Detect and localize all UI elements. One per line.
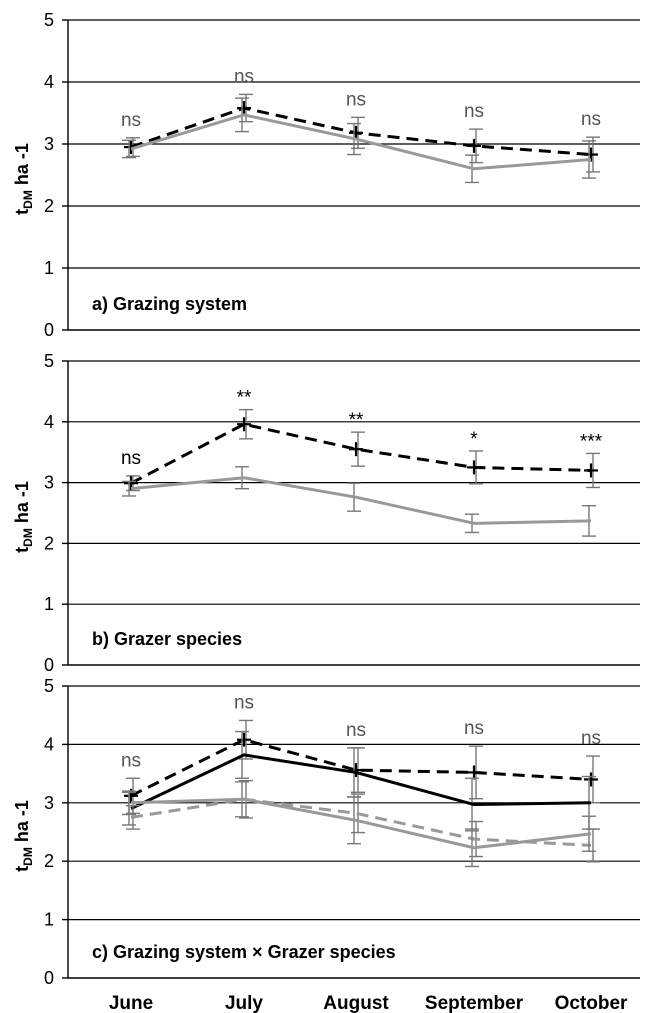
y-tick-label: 4: [44, 412, 54, 432]
significance-label: ns: [464, 101, 484, 122]
panel-title: c) Grazing system × Grazer species: [92, 942, 396, 962]
y-tick-label: 3: [44, 793, 54, 813]
panel-title: a) Grazing system: [92, 294, 247, 314]
y-tick-label: 0: [44, 655, 54, 675]
significance-label: ns: [464, 718, 484, 739]
series-1: [124, 719, 600, 815]
series-line: [130, 753, 592, 810]
significance-label: ns: [121, 110, 141, 131]
panel-title: b) Grazer species: [92, 629, 242, 649]
y-axis-label: tDM ha -1: [12, 481, 35, 553]
y-tick-label: 1: [44, 258, 54, 278]
y-tick-label: 3: [44, 473, 54, 493]
significance-label: ns: [346, 720, 366, 741]
significance-label: ns: [121, 448, 141, 469]
significance-label: *: [470, 429, 478, 450]
y-tick-label: 2: [44, 196, 54, 216]
y-axis-label: tDM ha -1: [12, 800, 35, 872]
significance-label: ns: [234, 66, 254, 87]
significance-label: ns: [581, 109, 601, 130]
y-tick-label: 5: [44, 676, 54, 696]
series-line: [130, 422, 592, 485]
series-2: [122, 466, 596, 537]
y-tick-label: 2: [44, 851, 54, 871]
y-tick-label: 1: [44, 594, 54, 614]
y-tick-label: 3: [44, 134, 54, 154]
significance-label: ns: [121, 750, 141, 771]
significance-label: ns: [234, 692, 254, 713]
series-1: [124, 408, 600, 492]
y-tick-label: 0: [44, 968, 54, 988]
y-tick-label: 2: [44, 533, 54, 553]
y-tick-label: 1: [44, 910, 54, 930]
series-line: [130, 106, 592, 157]
x-tick-label: June: [109, 993, 153, 1013]
x-tick-label: October: [555, 993, 628, 1013]
series-line: [130, 738, 592, 798]
x-tick-label: September: [425, 993, 524, 1013]
series-2: [122, 97, 596, 184]
significance-label: **: [349, 410, 364, 431]
series-line: [130, 113, 592, 171]
significance-label: ns: [581, 728, 601, 749]
significance-label: **: [237, 388, 252, 409]
x-tick-label: July: [225, 993, 263, 1013]
series-line: [130, 797, 592, 850]
panel-a: 0 1 2 3 4 5 tDM ha -1 a) Grazing system ns ns ns ns…: [12, 10, 640, 340]
series-2: [122, 730, 596, 832]
y-tick-label: 4: [44, 72, 54, 92]
x-tick-label: August: [323, 993, 389, 1013]
significance-label: ns: [346, 89, 366, 110]
x-axis-category-labels: June July August September October: [109, 993, 628, 1013]
y-tick-label: 4: [44, 734, 54, 754]
series-4: [122, 781, 596, 868]
panel-c: 0 1 2 3 4 5 tDM ha -1 c) Grazing system × Graze…: [12, 676, 640, 988]
y-tick-label: 0: [44, 320, 54, 340]
y-tick-label: 5: [44, 351, 54, 371]
series-line: [130, 797, 592, 847]
significance-label: ***: [580, 431, 603, 452]
y-axis-label: tDM ha -1: [12, 143, 35, 215]
y-tick-label: 5: [44, 10, 54, 30]
series-line: [130, 476, 592, 525]
